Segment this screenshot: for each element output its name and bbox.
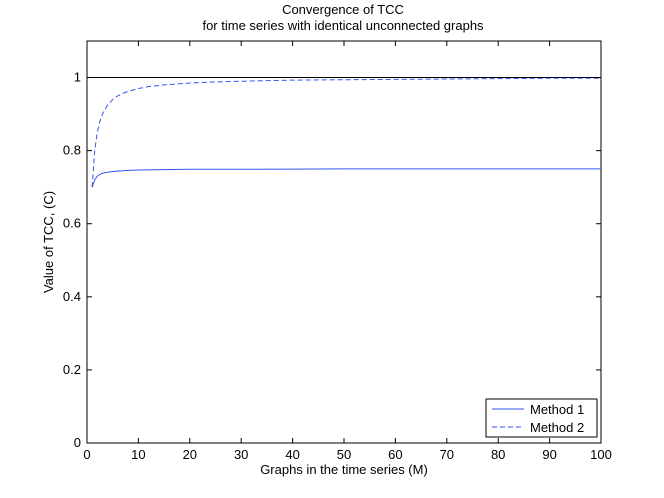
series-line-method-1 [91,168,601,188]
legend: Method 1 Method 2 [485,398,598,438]
x-tick-label: 0 [83,447,90,462]
x-tick-label: 60 [388,447,402,462]
x-tick-label: 50 [337,447,351,462]
x-tick-label: 40 [285,447,299,462]
y-tick-label: 0 [74,435,81,450]
x-tick-label: 20 [183,447,197,462]
legend-label-method-1: Method 1 [530,402,584,417]
y-tick-label: 0.4 [63,289,81,304]
x-tick-label: 30 [234,447,248,462]
plot-area [86,40,602,444]
y-tick-label: 1 [74,70,81,85]
x-tick-label: 90 [542,447,556,462]
x-tick-label: 70 [440,447,454,462]
y-axis-label: Value of TCC, (C) [41,191,56,293]
legend-box [485,398,598,438]
y-tick-label: 0.8 [63,143,81,158]
x-tick-label: 10 [131,447,145,462]
y-tick-label: 0.6 [63,216,81,231]
series-layer [91,77,601,188]
chart-subtitle: for time series with identical unconnect… [202,18,484,33]
chart-title: Convergence of TCC [282,2,404,17]
y-tick-label: 0.2 [63,362,81,377]
x-tick-label: 80 [491,447,505,462]
x-tick-label: 100 [590,447,612,462]
tick-layer: 0 10 20 30 40 50 60 70 80 90 100 0 0.2 0.4 0.6 0.8 1 [63,41,612,462]
series-line-method-2 [91,77,601,188]
legend-label-method-2: Method 2 [530,420,584,435]
x-axis-label: Graphs in the time series (M) [260,462,428,477]
